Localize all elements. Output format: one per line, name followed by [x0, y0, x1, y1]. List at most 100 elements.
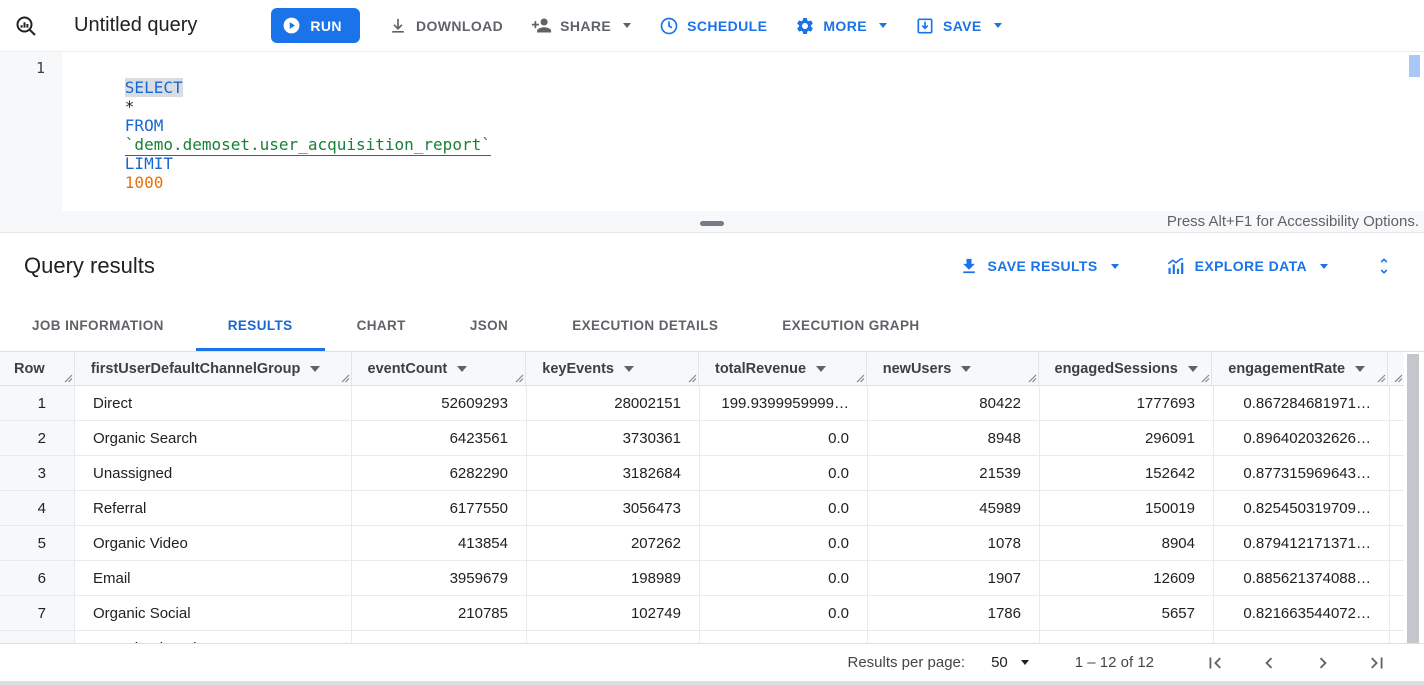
column-resize-handle[interactable]	[341, 374, 350, 383]
schedule-button[interactable]: SCHEDULE	[659, 16, 767, 36]
column-header-engagedsessions[interactable]: engagedSessions	[1039, 352, 1213, 385]
column-menu-caret-icon[interactable]	[310, 365, 321, 372]
more-button[interactable]: MORE	[795, 16, 887, 36]
page-range-label: 1 – 12 of 12	[1074, 654, 1154, 671]
column-resize-handle[interactable]	[1377, 374, 1386, 383]
column-resize-handle[interactable]	[64, 374, 73, 383]
results-title: Query results	[24, 253, 155, 278]
row-number: 2	[0, 421, 75, 456]
row-number: 4	[0, 491, 75, 526]
results-tabs: JOB INFORMATION RESULTS CHART JSON EXECUTION…	[0, 299, 1424, 352]
sql-table-reference[interactable]: `demo.demoset.user_acquisition_report`	[124, 135, 491, 156]
table-cell: 80422	[868, 386, 1040, 421]
tab-execution-graph[interactable]: EXECUTION GRAPH	[782, 317, 920, 333]
download-tray-icon	[959, 256, 979, 276]
column-header-engagementrate[interactable]: engagementRate	[1212, 352, 1389, 385]
download-label: DOWNLOAD	[415, 17, 504, 34]
column-header-totalrevenue[interactable]: totalRevenue	[699, 352, 867, 385]
table-row: 5 Organic Video 413854 207262 0.0 1078 8904 0.8…	[0, 526, 1404, 561]
table-cell: 0.0	[700, 596, 868, 631]
column-resize-handle[interactable]	[1394, 374, 1403, 383]
table-cell: 296091	[1040, 421, 1214, 456]
compose-query-icon	[14, 14, 38, 38]
chevron-down-icon	[993, 23, 1002, 28]
unfold-icon	[1374, 256, 1394, 276]
tab-results[interactable]: RESULTS	[195, 299, 325, 351]
row-stub	[1390, 386, 1404, 421]
column-header-keyevents[interactable]: keyEvents	[526, 352, 699, 385]
column-header-eventcount[interactable]: eventCount	[352, 352, 527, 385]
column-resize-handle[interactable]	[856, 374, 865, 383]
sql-keyword-select: SELECT	[124, 78, 183, 97]
collapse-panel-button[interactable]	[1374, 256, 1394, 276]
panel-resize-handle[interactable]	[700, 221, 724, 226]
table-body: 1 Direct 52609293 28002151 199.9399959999… 80…	[0, 386, 1424, 643]
column-resize-handle[interactable]	[1201, 374, 1210, 383]
sql-limit-value: 1000	[124, 173, 164, 192]
table-cell: 0.896402032626…	[1214, 421, 1390, 456]
table-cell: Referral	[75, 491, 352, 526]
horizontal-scrollbar[interactable]	[0, 681, 1424, 685]
tab-execution-details[interactable]: EXECUTION DETAILS	[572, 317, 719, 333]
table-cell: 3182684	[527, 456, 700, 491]
table-cell: 0.885621374088…	[1214, 561, 1390, 596]
column-menu-caret-icon[interactable]	[961, 365, 972, 372]
column-menu-caret-icon[interactable]	[816, 365, 827, 372]
column-menu-caret-icon[interactable]	[1187, 365, 1198, 372]
table-cell: 12609	[1040, 561, 1214, 596]
share-button[interactable]: SHARE	[531, 15, 632, 36]
column-menu-caret-icon[interactable]	[1355, 365, 1366, 372]
query-toolbar: Untitled query RUN DOWNLOAD SHARE SCHEDU…	[0, 0, 1424, 52]
row-number: 6	[0, 561, 75, 596]
more-label: MORE	[823, 17, 867, 34]
accessibility-hint: Press Alt+F1 for Accessibility Options.	[1166, 213, 1419, 230]
column-resize-handle[interactable]	[515, 374, 524, 383]
tab-json[interactable]: JSON	[469, 317, 509, 333]
save-results-button[interactable]: SAVE RESULTS	[959, 256, 1119, 276]
sql-code-line[interactable]: SELECT * FROM `demo.demoset.user_acquisi…	[62, 52, 500, 211]
run-button[interactable]: RUN	[271, 8, 360, 43]
column-header-newusers[interactable]: newUsers	[867, 352, 1039, 385]
previous-page-button[interactable]	[1258, 652, 1280, 674]
column-resize-handle[interactable]	[688, 374, 697, 383]
table-cell: 0.0	[700, 491, 868, 526]
table-cell: 3959679	[352, 561, 527, 596]
table-cell: 207262	[527, 526, 700, 561]
sql-editor[interactable]: 1 SELECT * FROM `demo.demoset.user_acqui…	[0, 52, 1424, 211]
table-cell: 8948	[868, 421, 1040, 456]
column-header-firstuserdefaultchannelgroup[interactable]: firstUserDefaultChannelGroup	[75, 352, 352, 385]
save-button[interactable]: SAVE	[915, 16, 1002, 36]
table-cell: Organic Social	[75, 596, 352, 631]
table-header: Row firstUserDefaultChannelGroup eventCoun…	[0, 352, 1404, 386]
column-header-label: newUsers	[882, 360, 952, 377]
column-resize-handle[interactable]	[1028, 374, 1037, 383]
row-number: 7	[0, 596, 75, 631]
table-cell: 5657	[1040, 596, 1214, 631]
tab-job-information[interactable]: JOB INFORMATION	[32, 317, 164, 333]
vertical-scrollbar-thumb[interactable]	[1407, 354, 1419, 643]
chevron-down-icon	[1020, 660, 1029, 665]
chevron-down-icon	[1320, 263, 1328, 269]
table-row: 8Organic Shopping3592301801850.017729204…	[0, 631, 1404, 643]
table-row: 3 Unassigned 6282290 3182684 0.0 21539 152642 0…	[0, 456, 1404, 491]
column-menu-caret-icon[interactable]	[457, 365, 468, 372]
page-size-select[interactable]: 50	[991, 654, 1029, 671]
row-number: 5	[0, 526, 75, 561]
next-page-button[interactable]	[1312, 652, 1334, 674]
table-cell: 9204	[1040, 631, 1214, 643]
save-label: SAVE	[942, 17, 982, 34]
column-header-row[interactable]: Row	[0, 352, 75, 385]
last-page-button[interactable]	[1366, 652, 1388, 674]
first-page-button[interactable]	[1204, 652, 1226, 674]
table-cell: 1907	[868, 561, 1040, 596]
table-cell: 1772	[868, 631, 1040, 643]
download-button[interactable]: DOWNLOAD	[388, 16, 503, 36]
table-cell: 413854	[352, 526, 527, 561]
explore-data-button[interactable]: EXPLORE DATA	[1165, 256, 1328, 277]
column-menu-caret-icon[interactable]	[624, 365, 634, 372]
tab-chart[interactable]: CHART	[356, 317, 406, 333]
table-cell: 0.867284681971…	[1214, 386, 1390, 421]
editor-scrollbar-thumb[interactable]	[1409, 55, 1420, 77]
clock-icon	[659, 16, 679, 36]
table-cell: 0.0	[700, 631, 868, 643]
